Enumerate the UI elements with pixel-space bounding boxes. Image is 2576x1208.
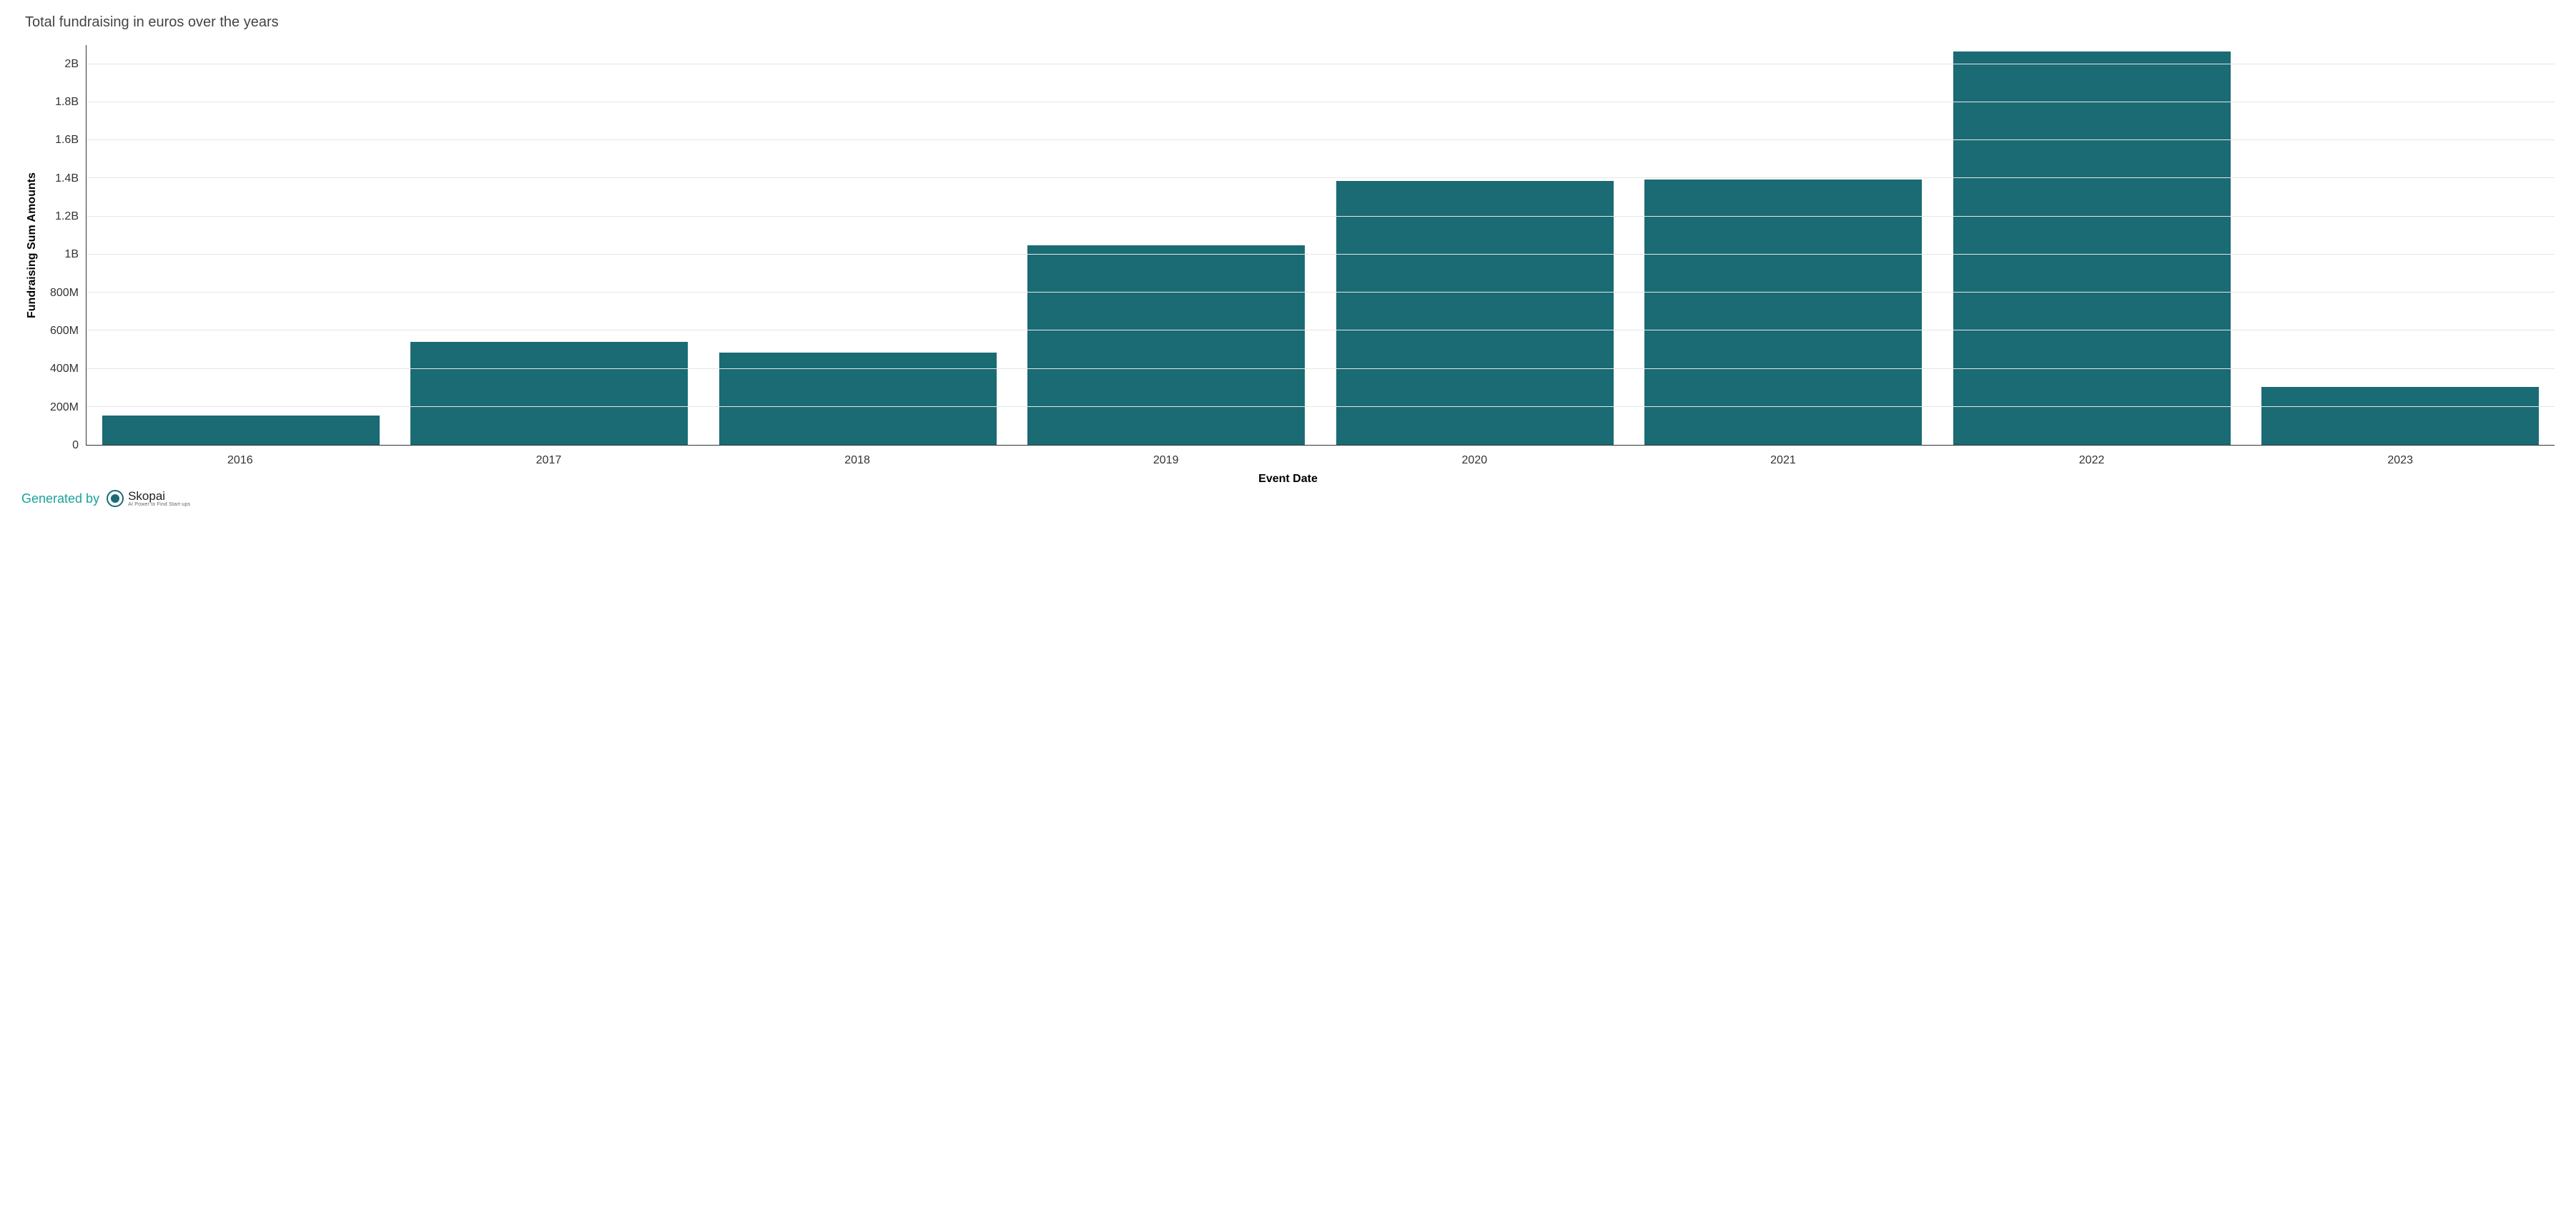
bar-slot [2246,45,2555,445]
bar [719,353,997,445]
chart-container: Total fundraising in euros over the year… [0,0,2576,514]
x-tick-label: 2022 [1938,454,2246,467]
y-axis-title: Fundraising Sum Amounts [21,45,43,446]
generated-by-label: Generated by [21,491,99,506]
brand-text: Skopai AI Power to Find Start-ups [128,490,190,507]
x-ticks: 20162017201820192020202120222023 [86,454,2555,467]
x-tick-label: 2019 [1012,454,1321,467]
x-tick-label: 2023 [2246,454,2555,467]
footer: Generated by Skopai AI Power to Find Sta… [21,490,2555,507]
bars-layer [87,45,2555,445]
brand-name: Skopai [128,490,190,502]
grid-line [87,368,2555,369]
x-axis: 20162017201820192020202120222023 [21,454,2555,467]
x-axis-title: Event Date [1258,473,1318,485]
bar [102,416,380,445]
x-tick-label: 2017 [395,454,704,467]
x-tick-label: 2020 [1321,454,1629,467]
grid-line [87,177,2555,178]
bar-slot [395,45,704,445]
bar [1336,181,1614,445]
x-tick-label: 2016 [86,454,395,467]
chart-main: Fundraising Sum Amounts 2B1.8B1.6B1.4B1.… [21,45,2555,446]
grid-line [87,406,2555,407]
bar-slot [704,45,1012,445]
plot-area [86,45,2555,446]
grid-line [87,254,2555,255]
grid-line [87,139,2555,140]
bar [2261,387,2539,445]
bar-slot [1938,45,2246,445]
bar [1644,180,1922,445]
x-tick-label: 2018 [703,454,1012,467]
grid-line [87,292,2555,293]
bar-slot [1012,45,1321,445]
grid-line [87,216,2555,217]
x-tick-label: 2021 [1629,454,1938,467]
brand-tagline: AI Power to Find Start-ups [128,502,190,507]
y-axis: 2B1.8B1.6B1.4B1.2B1B800M600M400M200M0 [43,45,86,446]
chart-wrap: Fundraising Sum Amounts 2B1.8B1.6B1.4B1.… [21,45,2555,486]
bar-slot [1629,45,1938,445]
chart-title: Total fundraising in euros over the year… [25,14,2555,31]
x-axis-title-wrap: Event Date [21,473,2555,486]
axis-spacer [21,454,86,467]
bar-slot [1321,45,1629,445]
bar [1953,51,2231,445]
bar-slot [87,45,395,445]
bar [1027,245,1305,446]
brand-logo-icon [107,490,124,507]
bar [410,342,688,445]
brand: Skopai AI Power to Find Start-ups [107,490,190,507]
